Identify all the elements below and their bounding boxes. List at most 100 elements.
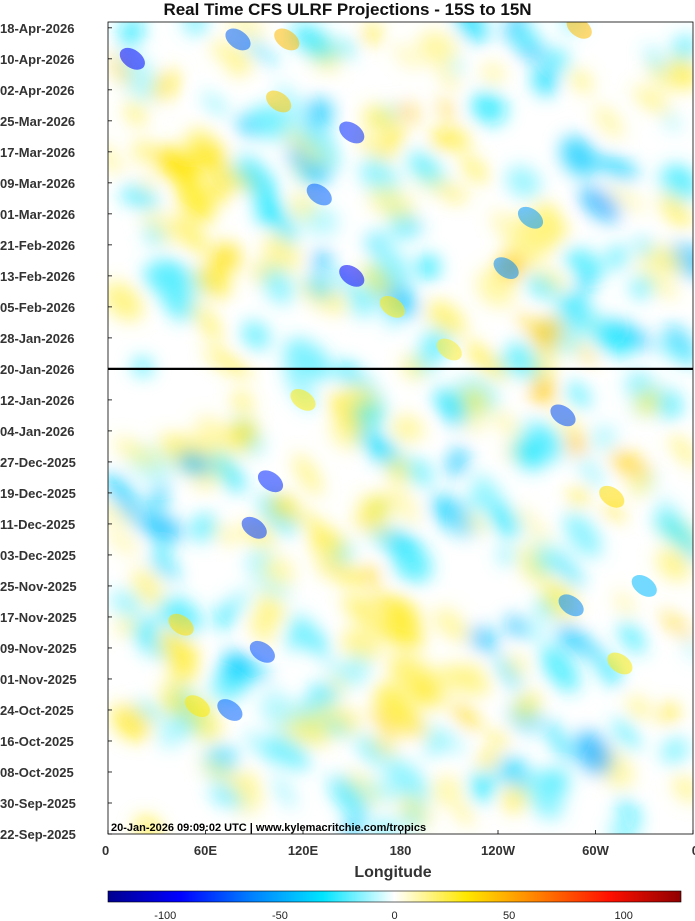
texture-blob: [645, 48, 667, 76]
texture-blob: [289, 191, 317, 220]
x-tick-label: 0: [692, 843, 695, 858]
texture-blob: [481, 63, 505, 84]
y-tick-label: 16-Oct-2025: [0, 734, 74, 749]
texture-blob: [534, 420, 561, 443]
y-tick-label: 09-Nov-2025: [0, 641, 77, 656]
texture-blob: [145, 514, 184, 540]
texture-blob: [501, 783, 530, 813]
anomaly-feature: [274, 28, 300, 51]
texture-blob: [369, 228, 392, 251]
texture-blob: [177, 451, 212, 476]
texture-blob: [227, 22, 265, 40]
texture-blob: [388, 484, 419, 525]
texture-blob: [461, 387, 489, 413]
y-tick-label: 01-Nov-2025: [0, 672, 77, 687]
texture-blob: [426, 300, 466, 337]
texture-blob: [236, 786, 263, 815]
texture-blob: [646, 246, 684, 274]
texture-blob: [594, 105, 624, 138]
texture-blob: [464, 514, 489, 532]
texture-blob: [415, 255, 440, 280]
texture-blob: [635, 389, 661, 416]
texture-blob: [520, 559, 550, 585]
texture-blob: [417, 30, 457, 67]
texture-blob: [663, 114, 681, 130]
texture-blob: [421, 723, 467, 754]
texture-blob: [431, 775, 462, 805]
texture-blob: [563, 512, 602, 558]
texture-blob: [210, 242, 241, 273]
texture-blob: [212, 450, 242, 492]
texture-blob: [157, 680, 182, 707]
texture-blob: [108, 282, 143, 321]
texture-blob: [211, 178, 231, 201]
texture-blob: [525, 275, 559, 299]
texture-blob: [282, 508, 325, 529]
texture-blob: [232, 391, 253, 414]
texture-blob: [626, 695, 652, 720]
texture-blob: [119, 22, 144, 49]
colorbar-tick-label: -50: [272, 910, 288, 921]
texture-blob: [470, 91, 507, 125]
texture-blob: [348, 286, 380, 318]
texture-blob: [448, 129, 470, 151]
texture-blob: [142, 209, 178, 245]
anomaly-feature: [119, 47, 145, 70]
anomaly-feature: [257, 470, 284, 493]
anomaly-feature: [379, 295, 405, 318]
y-tick-label: 25-Nov-2025: [0, 579, 77, 594]
texture-blob: [449, 57, 463, 74]
anomaly-feature: [493, 257, 519, 280]
texture-blob: [311, 250, 331, 271]
texture-blob: [108, 472, 142, 518]
y-tick-label: 13-Feb-2026: [0, 269, 75, 284]
texture-blob: [242, 37, 277, 66]
texture-blob: [199, 758, 243, 787]
y-tick-label: 20-Jan-2026: [0, 362, 74, 377]
texture-blob: [402, 355, 424, 379]
texture-blob: [191, 513, 217, 542]
texture-blob: [366, 237, 381, 253]
texture-blob: [494, 653, 523, 693]
texture-blob: [306, 275, 333, 299]
texture-blob: [110, 590, 143, 618]
x-tick-label: 60E: [194, 843, 217, 858]
anomaly-feature: [339, 121, 365, 144]
texture-blob: [439, 98, 455, 121]
texture-blob: [363, 105, 394, 133]
texture-blob: [125, 100, 146, 126]
texture-blob: [129, 624, 170, 661]
texture-blob: [454, 22, 488, 43]
y-tick-label: 04-Jan-2026: [0, 424, 74, 439]
texture-blob: [658, 704, 679, 723]
texture-blob: [140, 177, 155, 192]
x-tick-label: 0: [102, 843, 109, 858]
texture-blob: [336, 361, 358, 385]
y-tick-label: 05-Feb-2026: [0, 300, 75, 315]
texture-blob: [148, 483, 169, 514]
texture-blob: [388, 218, 415, 240]
texture-blob: [158, 628, 198, 671]
texture-blob: [210, 783, 244, 808]
texture-blob: [544, 48, 571, 71]
texture-blob: [145, 262, 176, 299]
texture-blob: [370, 736, 397, 756]
anomaly-feature: [249, 640, 275, 663]
texture-blob: [170, 215, 210, 255]
texture-blob: [431, 128, 452, 150]
texture-blob: [439, 390, 468, 421]
texture-blob: [194, 265, 230, 298]
texture-blob: [412, 155, 436, 180]
texture-blob: [451, 702, 481, 731]
texture-blob: [276, 84, 306, 120]
texture-blob: [241, 321, 271, 350]
texture-blob: [330, 775, 370, 821]
texture-blob: [341, 628, 381, 663]
texture-blob: [591, 425, 617, 450]
texture-blob: [131, 568, 163, 607]
texture-blob: [343, 772, 385, 805]
y-tick-label: 11-Dec-2025: [0, 517, 75, 532]
texture-blob: [656, 548, 691, 581]
y-tick-label: 08-Oct-2025: [0, 765, 74, 780]
texture-blob: [670, 165, 693, 186]
